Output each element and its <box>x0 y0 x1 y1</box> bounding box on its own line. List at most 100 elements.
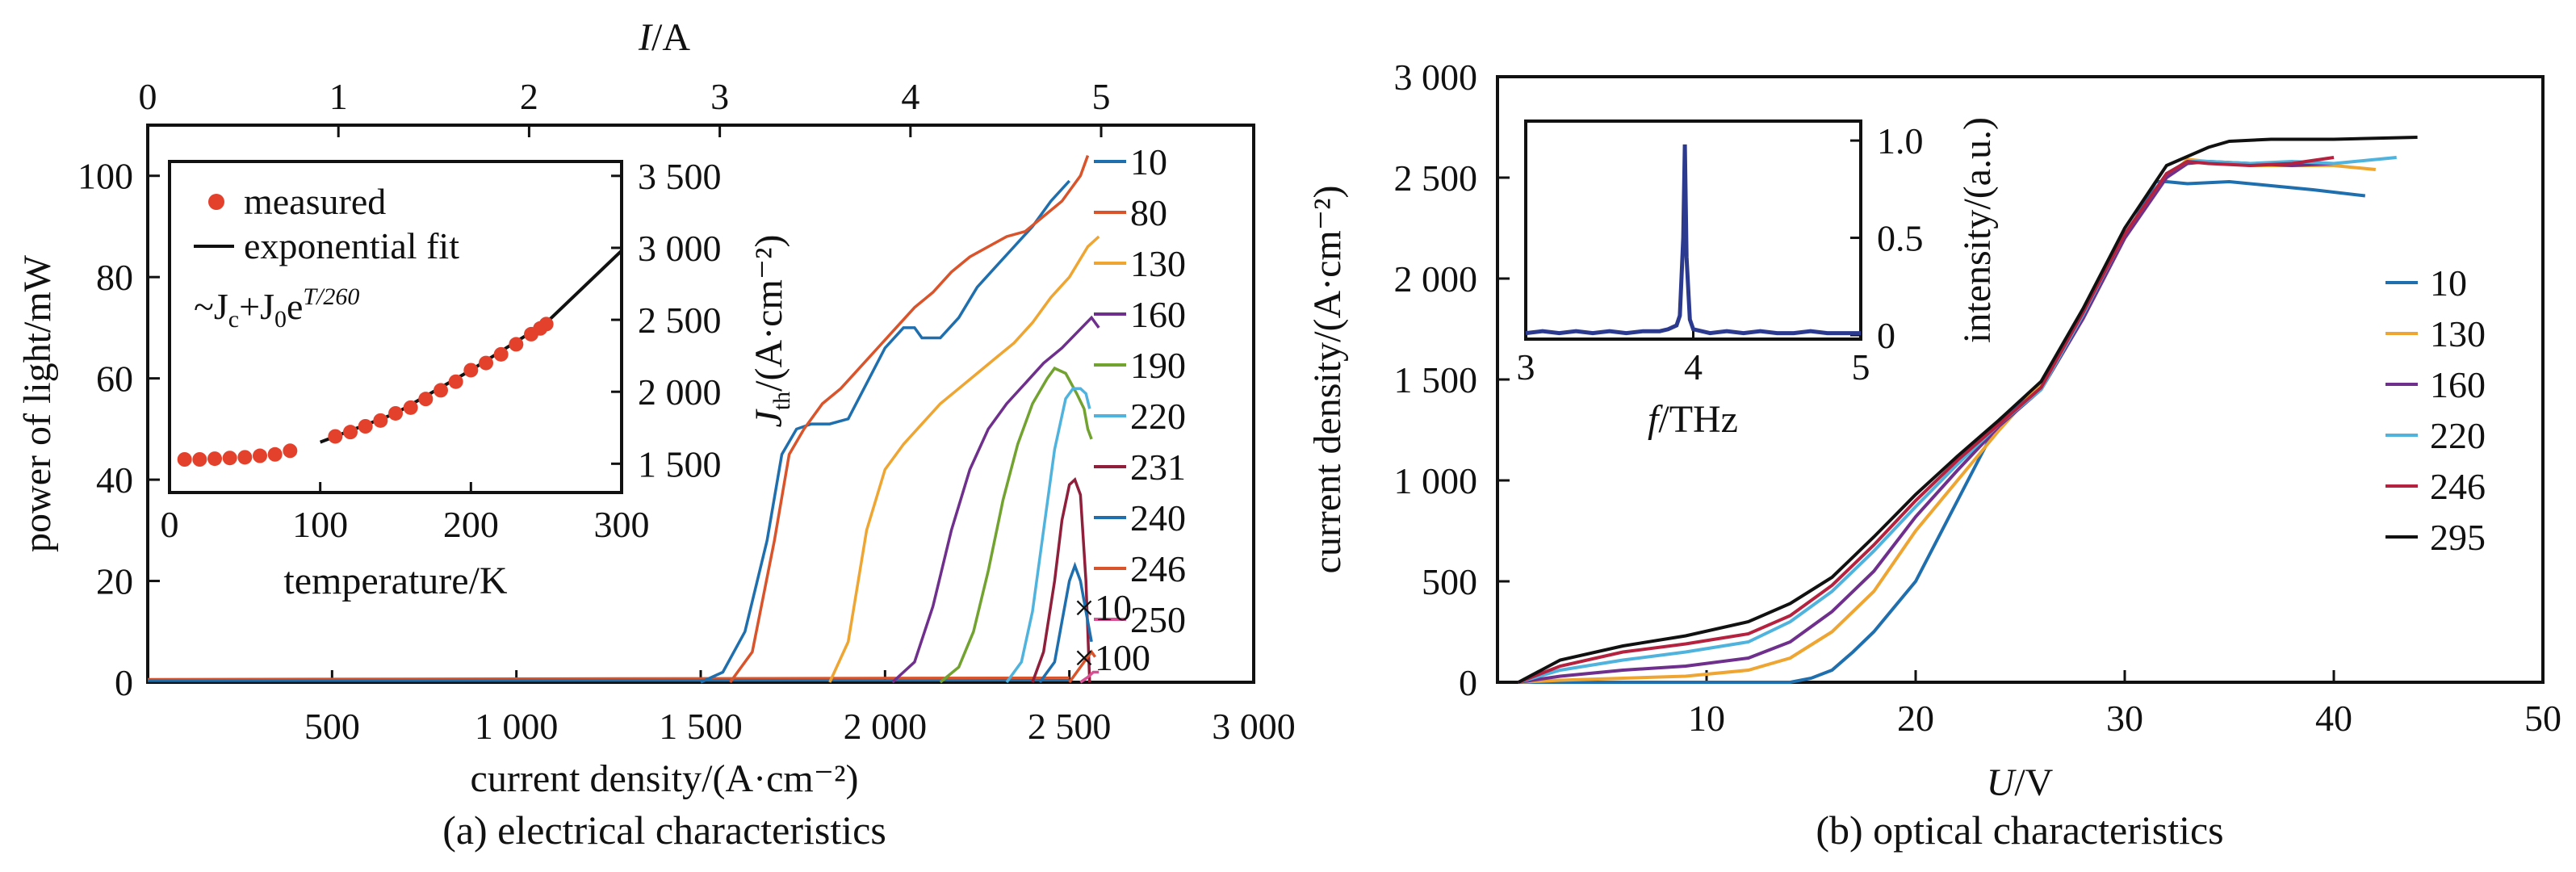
inset-a-y-tick-label: 1 500 <box>638 443 722 484</box>
panel-b-inset-axes: 3 4 50 0.5 1.0 <box>1517 120 1924 388</box>
b-x-tick-label: 20 <box>1897 698 1934 739</box>
inset-measured-point <box>283 443 298 459</box>
b-y-tick-label: 2 500 <box>1394 157 1478 199</box>
b-y-tick-label: 2 000 <box>1394 258 1478 300</box>
inset-measured-point <box>493 346 509 362</box>
a-baseline-line <box>147 678 1070 682</box>
inset-b-y-tick-label: 1.0 <box>1877 120 1924 161</box>
inset-a-y-tick-label: 2 500 <box>638 300 722 341</box>
inset-a-y-tick-label: 3 500 <box>638 156 722 197</box>
a-left-tick-label: 60 <box>96 358 133 400</box>
b-legend-label-10: 10 <box>2430 262 2467 304</box>
inset-a-y-tick-label: 2 000 <box>638 371 722 413</box>
inset-measured-point <box>192 452 207 467</box>
a-legend-label-190: 190 <box>1130 345 1186 386</box>
inset-measured-point <box>509 337 524 352</box>
b-legend-label-246: 246 <box>2430 466 2486 507</box>
inset-measured-point <box>463 363 479 378</box>
b-x-tick-label: 40 <box>2315 698 2352 739</box>
b-y-tick-label: 1 500 <box>1394 359 1478 400</box>
inset-b-x-tick-label: 5 <box>1852 346 1870 388</box>
a-legend-label-130: 130 <box>1130 243 1186 284</box>
a-baseline-line <box>147 676 1070 681</box>
b-x-tick-label: 30 <box>2106 698 2143 739</box>
inset-legend-measured-label: measured <box>244 181 386 222</box>
a-series-line-190 <box>939 366 1093 684</box>
panel-b-legend: 10 130 160 220 246 295 <box>2385 262 2486 558</box>
a-left-tick-label: 80 <box>96 257 133 298</box>
a-legend-label-10: 10 <box>1130 141 1167 182</box>
panel-b-x-axis-label: U/V <box>1987 761 2054 804</box>
a-legend-label-80: 80 <box>1130 192 1167 233</box>
a-top-tick-label: 1 <box>329 76 348 117</box>
a-left-tick-label: 100 <box>77 156 133 197</box>
a-top-tick-label: 2 <box>520 76 538 117</box>
panel-b-inset-series <box>1525 144 1861 336</box>
a-bottom-tick-label: 2 000 <box>844 706 928 747</box>
inset-a-x-tick-label: 0 <box>161 504 179 545</box>
a-legend-label-231: 231 <box>1130 446 1186 488</box>
a-legend-label-240: 240 <box>1130 497 1186 539</box>
a-top-tick-label: 5 <box>1092 76 1111 117</box>
a-series-line-160 <box>891 315 1100 684</box>
a-series-line-246 <box>1068 649 1097 684</box>
inset-measured-point <box>358 419 373 434</box>
panel-a-y-axis-label: power of light/mW <box>16 254 59 552</box>
inset-measured-point <box>479 355 493 371</box>
inset-measured-point <box>237 450 253 465</box>
a-series-line-231 <box>1031 477 1091 683</box>
inset-measured-point <box>418 392 434 407</box>
a-bottom-tick-label: 3 000 <box>1212 706 1296 747</box>
a-top-tick-label: 4 <box>901 76 919 117</box>
inset-measured-point <box>267 446 283 462</box>
inset-a-y-tick-label: 3 000 <box>638 228 722 269</box>
a-top-tick-label: 0 <box>139 76 157 117</box>
panel-b-series <box>1517 136 2418 684</box>
inset-a-x-tick-label: 200 <box>443 504 499 545</box>
inset-measured-point <box>253 448 267 463</box>
a-left-tick-label: 0 <box>115 662 133 703</box>
panel-b-inset-plot-area <box>1524 119 1862 341</box>
inset-measured-point <box>328 429 343 444</box>
inset-x-axis-label: temperature/K <box>283 560 508 602</box>
b-legend-label-160: 160 <box>2430 364 2486 405</box>
b-legend-label-220: 220 <box>2430 415 2486 456</box>
inset-b-y-tick-label: 0.5 <box>1877 218 1924 259</box>
panel-a-inset-series <box>177 249 623 467</box>
a-legend-label-246: 246 <box>1130 548 1186 589</box>
panel-a-caption: (a) electrical characteristics <box>442 807 886 853</box>
inset-b-y-tick-label: 0 <box>1877 315 1895 356</box>
inset-measured-point <box>403 400 418 415</box>
inset-y-axis-label: Jth/(A·cm⁻²) <box>748 235 795 428</box>
inset-b-y-axis-label: intensity/(a.u.) <box>1956 117 1999 343</box>
inset-measured-point <box>388 405 403 421</box>
inset-b-x-tick-label: 3 <box>1517 346 1535 388</box>
inset-legend-measured-marker <box>208 194 224 210</box>
a-top-tick-label: 3 <box>710 76 729 117</box>
b-x-tick-label: 50 <box>2524 698 2561 739</box>
inset-measured-point <box>177 452 192 467</box>
b-series-line-246 <box>1518 156 2335 684</box>
multiplier-x10: ×10 <box>1074 587 1132 628</box>
inset-spectrum-line <box>1525 144 1861 336</box>
inset-b-x-tick-label: 4 <box>1684 346 1703 388</box>
inset-a-x-tick-label: 300 <box>594 504 650 545</box>
a-series-line-10 <box>700 179 1070 684</box>
a-bottom-tick-label: 500 <box>304 706 360 747</box>
inset-measured-point <box>207 451 222 467</box>
a-legend-label-220: 220 <box>1130 396 1186 437</box>
b-legend-label-130: 130 <box>2430 313 2486 354</box>
b-y-tick-label: 1 000 <box>1394 460 1478 501</box>
a-bottom-tick-label: 1 000 <box>475 706 559 747</box>
a-series-line-130 <box>828 235 1100 683</box>
a-series-line-220 <box>1005 387 1091 684</box>
panel-a-inset-axes: 0 100 200 300 1 500 2 000 2 500 3 000 3 500 <box>161 156 722 545</box>
b-x-tick-label: 10 <box>1688 698 1725 739</box>
a-bottom-tick-label: 2 500 <box>1028 706 1112 747</box>
panel-a-x-axis-label: current density/(A·cm⁻²) <box>471 757 859 800</box>
inset-measured-point <box>434 383 448 398</box>
panel-a-series <box>147 155 1100 684</box>
a-bottom-tick-label: 1 500 <box>659 706 743 747</box>
